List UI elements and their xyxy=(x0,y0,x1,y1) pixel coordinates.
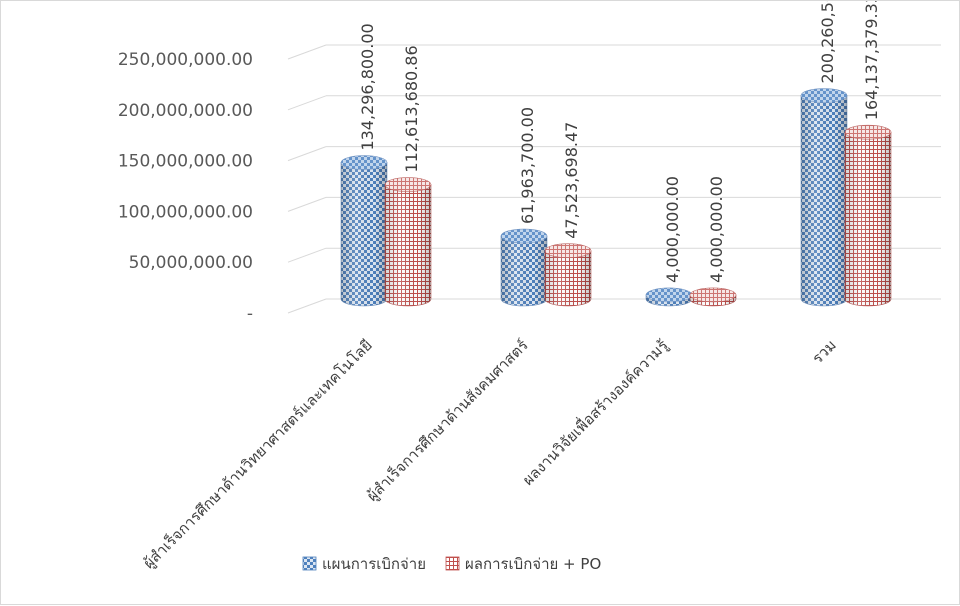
bar-top xyxy=(544,243,592,259)
gridline-side xyxy=(287,247,327,263)
data-label: 4,000,000.00 xyxy=(707,176,726,283)
legend-label: ผลการเบิกจ่าย + PO xyxy=(465,555,601,573)
data-label: 47,523,698.47 xyxy=(562,122,581,239)
bar-shade xyxy=(385,184,431,306)
y-tick-label: 200,000,000.00 xyxy=(118,101,253,121)
y-axis: - 50,000,000.00 100,000,000.00 150,000,000.… xyxy=(118,50,253,324)
y-tick-label: 50,000,000.00 xyxy=(129,253,253,273)
bar-shade xyxy=(501,236,547,306)
bar-shade xyxy=(801,95,847,306)
y-tick-label: 250,000,000.00 xyxy=(118,50,253,70)
bar-top-tint xyxy=(385,177,431,192)
bar xyxy=(340,155,388,307)
gridline-side xyxy=(287,298,327,314)
bar-top xyxy=(384,177,432,192)
x-axis: ผู้สำเร็จการศึกษาด้านวิทยาศาสตร์และเทคโน… xyxy=(139,335,840,573)
bars xyxy=(340,88,892,307)
bar-shade xyxy=(845,132,891,306)
y-tick-label: 100,000,000.00 xyxy=(118,202,253,222)
data-label: 164,137,379.33 xyxy=(862,1,881,120)
bar xyxy=(384,177,432,307)
data-label: 134,296,800.00 xyxy=(358,23,377,150)
bar-top-tint xyxy=(341,155,387,170)
bar xyxy=(844,124,892,307)
data-label: 61,963,700.00 xyxy=(518,107,537,224)
legend-swatch xyxy=(445,556,460,571)
category-label: ผู้สำเร็จการศึกษาด้านวิทยาศาสตร์และเทคโน… xyxy=(139,335,376,572)
bar xyxy=(544,243,592,307)
data-labels: 134,296,800.00 61,963,700.00 4,000,000.00 2… xyxy=(358,1,881,283)
category-label: ผลงานวิจัยเพื่อสร้างองค์ความรู้ xyxy=(518,335,672,489)
gridline-side xyxy=(287,146,327,162)
y-tick-label: - xyxy=(247,304,253,324)
bar-top xyxy=(340,155,388,170)
bar xyxy=(645,287,693,307)
gridline-side xyxy=(287,196,327,212)
bar-top xyxy=(689,287,737,303)
legend-swatch xyxy=(302,556,317,571)
bar-top-tint xyxy=(845,125,891,140)
gridline-side xyxy=(287,95,327,111)
bar-top xyxy=(500,228,548,244)
category-label: ผู้สำเร็จการศึกษาด้านสังคมศาสตร์ xyxy=(362,335,531,504)
legend-label: แผนการเบิกจ่าย xyxy=(322,555,426,573)
data-label: 4,000,000.00 xyxy=(663,176,682,283)
bar xyxy=(689,287,737,307)
bar xyxy=(500,228,548,307)
bar-top xyxy=(800,88,848,103)
bar-top-tint xyxy=(501,229,547,244)
bar-top-tint xyxy=(545,243,591,258)
data-label: 112,613,680.86 xyxy=(402,45,421,172)
category-label: รวม xyxy=(808,336,839,367)
data-label: 200,260,500.00 xyxy=(818,1,837,84)
bar xyxy=(800,88,848,307)
y-tick-label: 150,000,000.00 xyxy=(118,152,253,172)
bar-shade xyxy=(341,162,387,306)
bar-top-tint xyxy=(646,287,692,302)
bar-top xyxy=(844,124,892,140)
legend: แผนการเบิกจ่าย ผลการเบิกจ่าย + PO xyxy=(302,555,601,573)
bar-top-tint xyxy=(690,287,736,302)
gridline-side xyxy=(287,44,327,60)
bar-shade xyxy=(545,250,591,306)
bar-top-tint xyxy=(801,88,847,103)
